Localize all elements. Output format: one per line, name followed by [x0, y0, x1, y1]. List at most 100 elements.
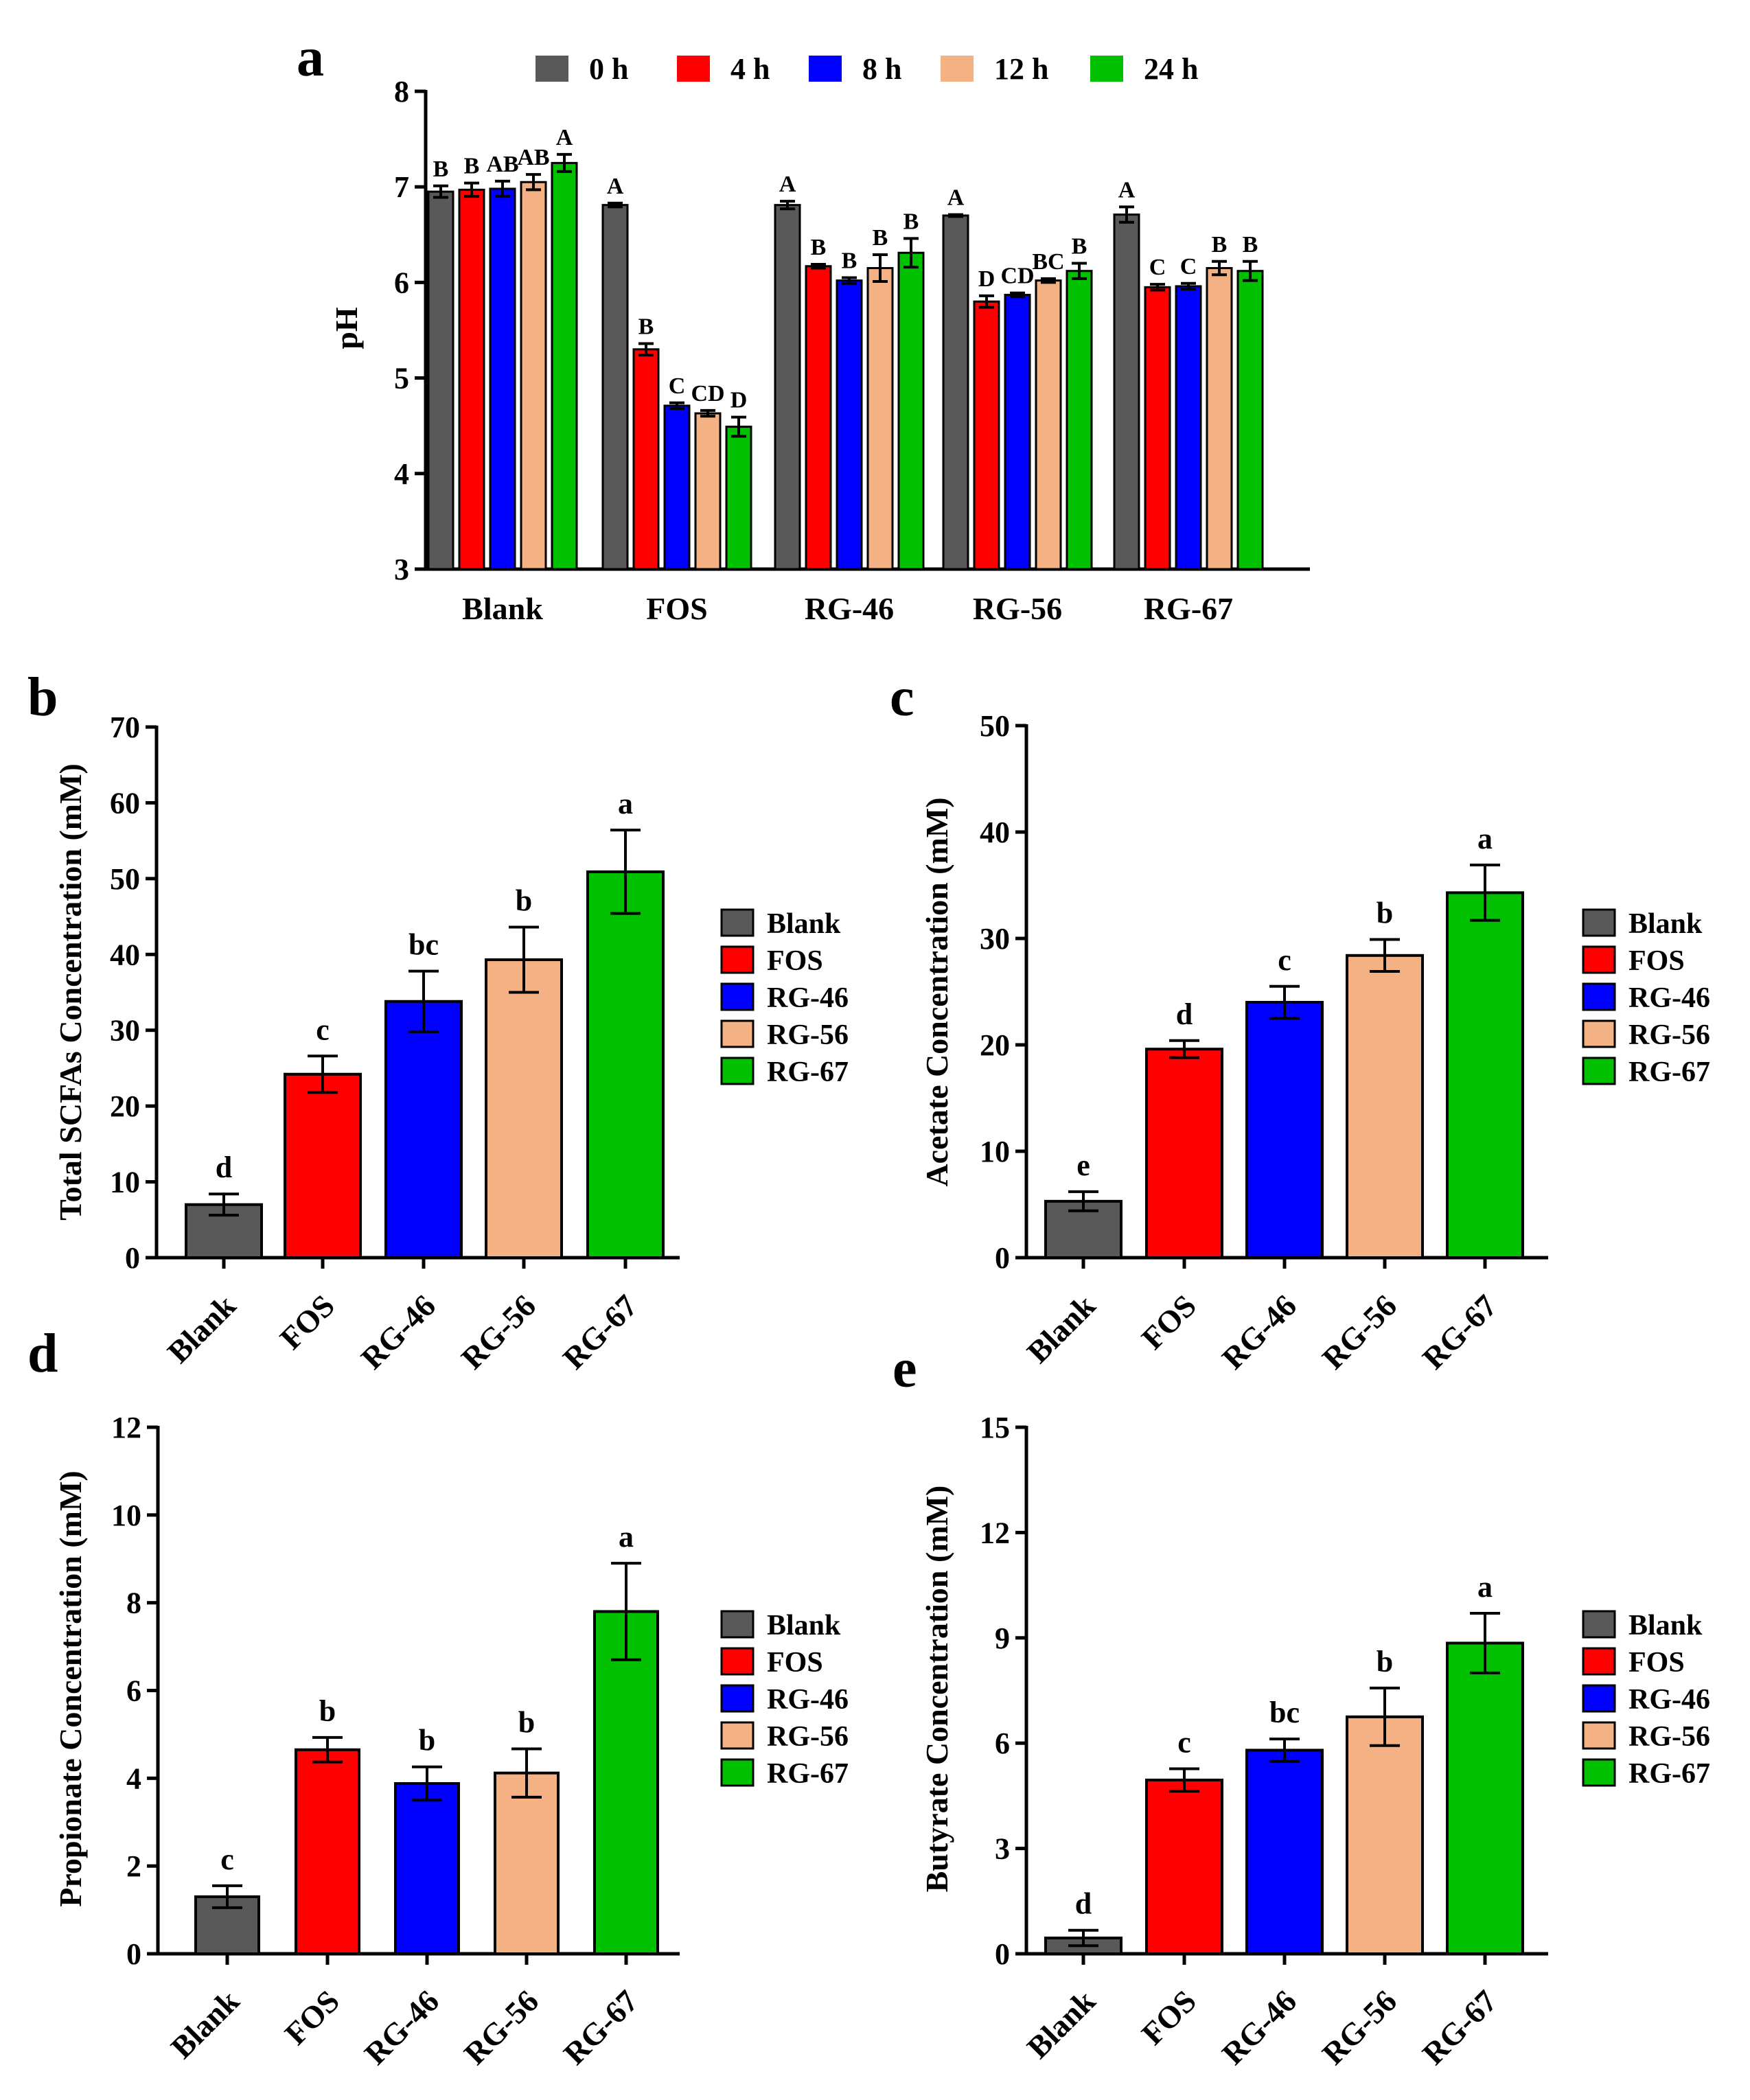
- legend-item: 24 h: [1090, 52, 1198, 86]
- chart-panel-c: 0 10 20 30 40 50 Acetate Concentration (mM) c e B…: [890, 667, 1710, 1376]
- bar-group: c: [1245, 943, 1324, 1259]
- legend-label: 8 h: [862, 52, 901, 86]
- y-tick-label: 8: [394, 75, 409, 108]
- panel-label: c: [890, 667, 914, 728]
- category-label: FOS: [273, 1288, 341, 1356]
- significance-label: D: [978, 266, 995, 292]
- bar-group: b: [494, 1706, 560, 1955]
- significance-label: c: [1278, 943, 1291, 977]
- chart-panel-b: 0 10 20 30 40 50 60 70 Total SCFAs Concentration…: [27, 667, 849, 1376]
- legend-swatch: [720, 1057, 755, 1085]
- y-axis-label: Butyrate Concentration (mM): [919, 1486, 954, 1893]
- significance-label: B: [842, 248, 857, 273]
- legend-label: RG-46: [1628, 982, 1710, 1014]
- legend-label: RG-46: [767, 982, 849, 1014]
- legend-label: FOS: [767, 945, 823, 977]
- legend-item: RG-56: [720, 1019, 849, 1051]
- significance-label: d: [216, 1151, 232, 1184]
- legend-swatch: [809, 56, 842, 82]
- legend-item: 4 h: [677, 52, 770, 86]
- bar: [485, 958, 563, 1260]
- y-tick-label: 8: [126, 1586, 141, 1620]
- bar: [1145, 1778, 1223, 1955]
- legend-swatch: [941, 56, 974, 82]
- legend-label: RG-67: [767, 1057, 849, 1088]
- bar: [942, 214, 969, 570]
- legend-item: RG-46: [1582, 982, 1710, 1014]
- bar-group: A B C CD D: [601, 174, 752, 570]
- category-label: RG-67: [556, 1288, 644, 1376]
- significance-label: A: [947, 185, 965, 211]
- y-tick-label: 30: [110, 1014, 140, 1048]
- category-label: Blank: [1020, 1288, 1103, 1370]
- y-tick-label: 2: [126, 1849, 141, 1883]
- significance-label: b: [516, 884, 532, 918]
- bar-group: b: [295, 1694, 360, 1956]
- legend-label: Blank: [1628, 908, 1703, 940]
- legend-item: 12 h: [941, 52, 1048, 86]
- legend-swatch: [536, 56, 568, 82]
- significance-label: B: [1072, 234, 1087, 259]
- y-axis-label: Total SCFAs Concentration (mM): [53, 763, 88, 1221]
- legend-swatch: [1582, 1019, 1616, 1048]
- legend-swatch: [1582, 1647, 1616, 1676]
- legend-label: RG-67: [1628, 1057, 1710, 1088]
- significance-label: c: [1177, 1726, 1191, 1759]
- category-label: RG-46: [354, 1288, 442, 1376]
- category-label: RG-56: [1315, 1288, 1403, 1376]
- legend-label: 4 h: [730, 52, 770, 86]
- legend-swatch: [720, 1610, 755, 1639]
- bar: [897, 251, 925, 570]
- y-tick-label: 12: [980, 1516, 1010, 1549]
- bar: [593, 1610, 659, 1955]
- bar: [1035, 279, 1062, 570]
- significance-label: d: [1075, 1887, 1092, 1921]
- legend-label: RG-67: [767, 1758, 849, 1790]
- category-label: Blank: [164, 1983, 246, 2066]
- legend-item: FOS: [1582, 945, 1685, 977]
- bar: [284, 1072, 362, 1259]
- panel-label: b: [27, 667, 58, 728]
- bar: [1446, 1641, 1524, 1955]
- significance-label: CD: [1000, 264, 1034, 289]
- significance-label: C: [1180, 254, 1197, 279]
- significance-label: e: [1077, 1149, 1090, 1182]
- bar-group: c: [1145, 1726, 1223, 1955]
- significance-label: c: [220, 1843, 234, 1876]
- legend-swatch: [1582, 1610, 1616, 1639]
- legend-label: RG-56: [767, 1019, 849, 1051]
- legend-item: Blank: [720, 908, 841, 940]
- legend-swatch: [1582, 1684, 1616, 1713]
- significance-label: B: [1212, 232, 1228, 257]
- bar: [1066, 270, 1093, 570]
- bar: [1245, 1001, 1324, 1259]
- y-tick-label: 10: [111, 1499, 141, 1532]
- bar: [774, 204, 801, 570]
- significance-label: CD: [691, 381, 724, 406]
- category-label: RG-67: [557, 1983, 645, 2071]
- bar: [1144, 286, 1171, 570]
- y-tick-label: 7: [394, 170, 409, 204]
- legend-label: RG-56: [767, 1721, 849, 1753]
- panel-label: e: [893, 1339, 917, 1399]
- significance-label: B: [873, 225, 888, 251]
- y-tick-label: 10: [980, 1135, 1010, 1168]
- bar: [601, 204, 629, 570]
- bar: [394, 1782, 460, 1956]
- legend-label: Blank: [767, 908, 841, 940]
- significance-label: A: [779, 172, 796, 197]
- bar: [458, 188, 485, 570]
- legend-swatch: [720, 982, 755, 1011]
- bar: [1004, 293, 1031, 570]
- bar: [427, 190, 454, 570]
- bar-group: b: [1346, 1645, 1424, 1956]
- bar: [632, 348, 660, 570]
- legend-item: RG-67: [720, 1057, 849, 1088]
- significance-label: C: [669, 373, 686, 399]
- bar-group: c: [194, 1843, 260, 1956]
- significance-label: bc: [1269, 1696, 1300, 1729]
- legend-item: 0 h: [536, 52, 628, 86]
- legend-swatch: [720, 945, 755, 974]
